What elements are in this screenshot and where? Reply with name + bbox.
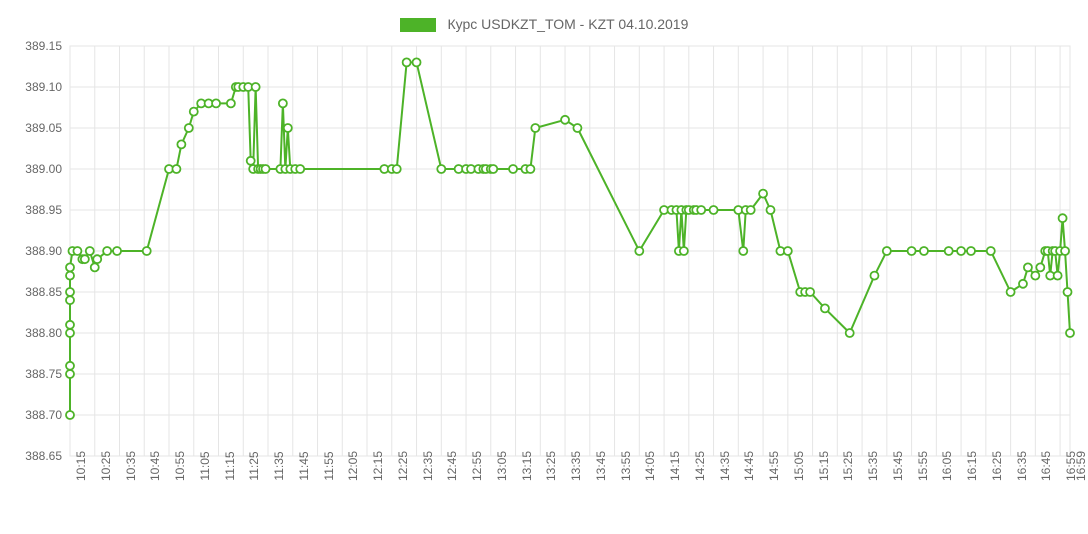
y-tick-label: 388.70 — [25, 408, 62, 422]
x-tick-label: 15:15 — [817, 451, 831, 481]
legend-label: Курс USDKZT_TOM - KZT 04.10.2019 — [447, 16, 688, 32]
x-tick-label: 16:05 — [940, 451, 954, 481]
x-tick-label: 14:25 — [693, 451, 707, 481]
x-tick-label: 15:25 — [841, 451, 855, 481]
x-tick-label: 15:45 — [891, 451, 905, 481]
x-tick-label: 16:59 — [1074, 451, 1088, 481]
x-tick-label: 14:15 — [668, 451, 682, 481]
x-tick-label: 11:15 — [223, 452, 237, 481]
x-tick-label: 13:45 — [594, 451, 608, 481]
x-tick-label: 11:05 — [198, 452, 212, 481]
x-tick-label: 12:05 — [346, 451, 360, 481]
x-tick-label: 10:55 — [173, 451, 187, 481]
y-tick-label: 388.85 — [25, 285, 62, 299]
y-tick-label: 389.00 — [25, 162, 62, 176]
x-tick-label: 11:45 — [297, 452, 311, 481]
x-tick-label: 16:15 — [965, 451, 979, 481]
x-tick-label: 15:35 — [866, 451, 880, 481]
x-tick-label: 11:25 — [247, 452, 261, 481]
x-tick-label: 10:15 — [74, 451, 88, 481]
x-tick-label: 16:45 — [1039, 451, 1053, 481]
x-tick-label: 10:35 — [124, 451, 138, 481]
x-tick-label: 14:45 — [742, 451, 756, 481]
x-tick-label: 10:25 — [99, 451, 113, 481]
y-tick-label: 388.75 — [25, 367, 62, 381]
x-tick-label: 12:55 — [470, 451, 484, 481]
x-tick-label: 12:35 — [421, 451, 435, 481]
x-tick-label: 16:25 — [990, 451, 1004, 481]
y-axis: 388.65 388.70 388.75 388.80 388.85 388.90 388.… — [10, 42, 66, 460]
chart-legend: Курс USDKZT_TOM - KZT 04.10.2019 — [10, 10, 1078, 42]
y-tick-label: 389.05 — [25, 121, 62, 135]
x-tick-label: 12:25 — [396, 451, 410, 481]
x-tick-label: 13:05 — [495, 451, 509, 481]
x-tick-label: 14:05 — [643, 451, 657, 481]
y-tick-label: 388.80 — [25, 326, 62, 340]
y-tick-label: 388.95 — [25, 203, 62, 217]
x-tick-label: 10:45 — [148, 451, 162, 481]
y-tick-label: 388.90 — [25, 244, 62, 258]
x-tick-label: 13:15 — [520, 451, 534, 481]
x-tick-label: 14:55 — [767, 451, 781, 481]
y-tick-label: 389.10 — [25, 80, 62, 94]
x-tick-label: 13:25 — [544, 451, 558, 481]
x-tick-label: 11:55 — [322, 452, 336, 481]
x-tick-label: 15:55 — [916, 451, 930, 481]
chart-svg — [10, 42, 1078, 460]
x-tick-label: 12:15 — [371, 451, 385, 481]
x-axis: 10:1510:2510:3510:4510:5511:0511:1511:25… — [70, 460, 1070, 530]
x-tick-label: 11:35 — [272, 452, 286, 481]
legend-swatch — [400, 18, 436, 32]
chart-container: Курс USDKZT_TOM - KZT 04.10.2019 388.653… — [10, 10, 1078, 524]
x-tick-label: 13:35 — [569, 451, 583, 481]
y-tick-label: 388.65 — [25, 449, 62, 463]
x-tick-label: 14:35 — [718, 451, 732, 481]
x-tick-label: 12:45 — [445, 451, 459, 481]
plot-area: 388.65 388.70 388.75 388.80 388.85 388.90 388.… — [10, 42, 1078, 530]
x-tick-label: 15:05 — [792, 451, 806, 481]
y-tick-label: 389.15 — [25, 39, 62, 53]
x-tick-label: 13:55 — [619, 451, 633, 481]
x-tick-label: 16:35 — [1015, 451, 1029, 481]
